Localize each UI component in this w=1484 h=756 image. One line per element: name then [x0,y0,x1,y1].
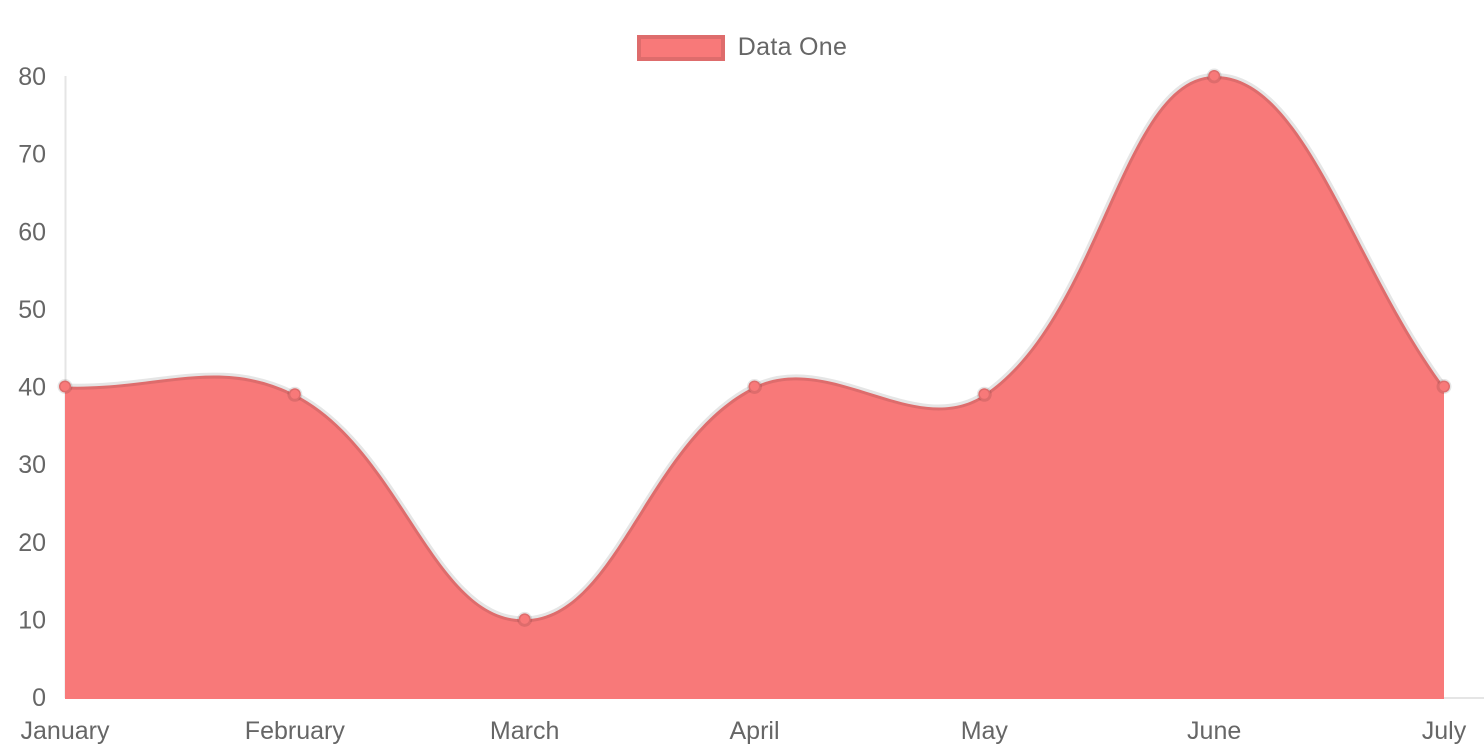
data-point-april[interactable] [747,379,762,394]
chart-legend: Data One [0,33,1484,62]
data-point-may[interactable] [976,386,992,402]
y-axis-tick-label: 0 [32,684,46,712]
data-point-january[interactable] [57,379,73,394]
x-axis-label-may: May [961,717,1009,745]
x-axis-label-january: January [21,717,110,745]
y-axis-tick-label: 40 [18,374,46,402]
y-axis-tick-label: 50 [18,296,46,324]
x-axis-label-july: July [1422,717,1467,745]
legend-swatch-icon [636,34,725,61]
x-axis-label-march: March [490,717,559,745]
x-axis-label-june: June [1187,717,1241,745]
series-line [62,72,1447,623]
legend-label: Data One [737,33,848,61]
y-axis-tick-label: 30 [18,451,46,479]
x-axis-label-february: February [245,717,346,745]
legend-item-data-one[interactable]: Data One [636,33,848,62]
data-point-july[interactable] [1436,379,1452,394]
data-point-march[interactable] [517,611,533,627]
data-point-february[interactable] [287,386,303,402]
y-axis-tick-label: 80 [18,63,46,91]
y-axis-tick-label: 20 [18,529,46,557]
x-axis-label-april: April [729,717,779,745]
y-axis-tick-label: 70 [18,141,46,169]
y-axis-tick-label: 10 [18,606,46,634]
y-axis-tick-label: 60 [18,218,46,246]
data-point-june[interactable] [1206,68,1222,84]
